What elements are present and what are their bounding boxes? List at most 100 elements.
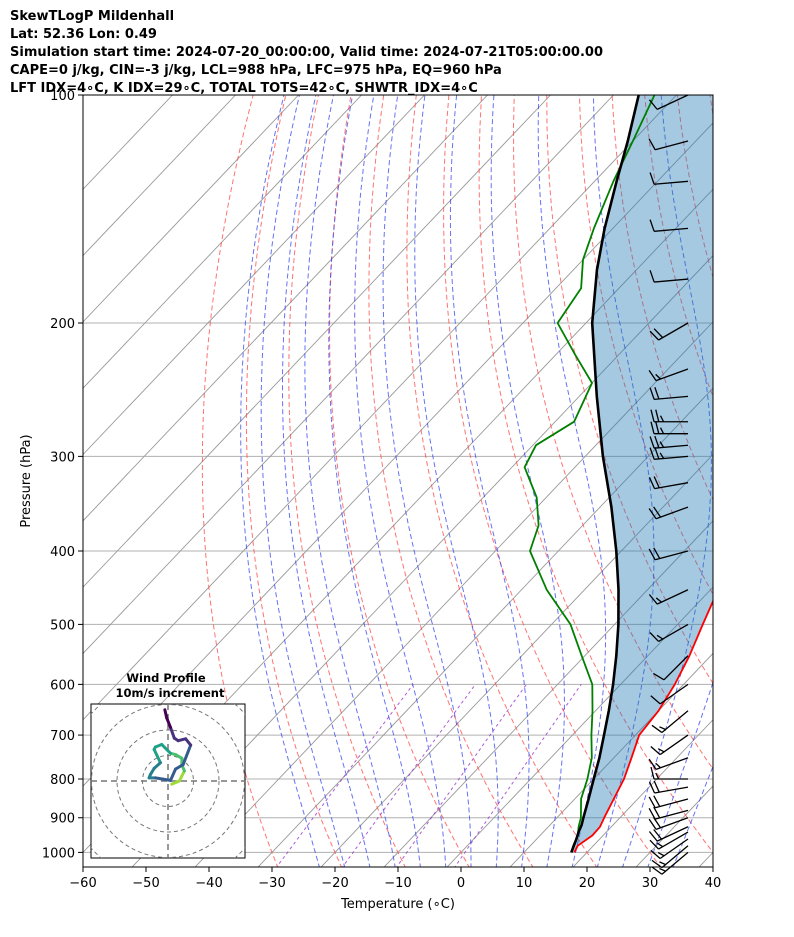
y-tick-label: 300 <box>50 450 75 465</box>
wind-barb-flag <box>653 547 661 559</box>
moist-adiabat <box>592 95 655 867</box>
dry-adiabat <box>743 95 794 868</box>
stability-indices-text: CAPE=0 j/kg, CIN=-3 j/kg, LCL=988 hPa, L… <box>10 63 502 78</box>
wind-barb <box>649 447 689 460</box>
wind-barb <box>648 138 689 151</box>
wind-barb-flag <box>654 447 660 460</box>
y-tick-label: 600 <box>50 678 75 693</box>
wind-barb-flag <box>653 795 661 807</box>
mixing-ratio-line <box>276 684 414 867</box>
wind-barb-staff <box>656 826 689 842</box>
wind-barb <box>650 734 689 756</box>
hodograph-segment <box>169 767 178 782</box>
moist-adiabat <box>622 95 712 867</box>
moist-adiabat <box>647 680 713 867</box>
wind-barb-staff <box>654 227 689 232</box>
wind-barb <box>649 623 689 642</box>
dry-adiabat <box>478 95 713 854</box>
wind-barb-staff <box>654 550 689 561</box>
wind-barb <box>651 845 689 869</box>
wind-barb <box>650 409 688 423</box>
hodograph-segment <box>160 742 173 755</box>
wind-barb-flag <box>656 634 664 640</box>
y-tick-label: 900 <box>50 812 75 827</box>
dry-adiabat <box>201 95 279 867</box>
wind-barb-staff <box>654 786 689 794</box>
wind-barb-flag <box>648 548 656 561</box>
wind-barb-staff <box>654 482 689 490</box>
wind-barb-flag <box>650 766 655 780</box>
wind-barb-staff <box>659 838 689 860</box>
moist-adiabat <box>328 95 421 867</box>
dry-adiabat <box>546 95 713 685</box>
wind-barb-flag <box>648 831 658 842</box>
hodograph-segment <box>163 708 169 720</box>
wind-barb-flag <box>653 829 663 840</box>
isotherm <box>83 95 425 456</box>
wind-barb-flag <box>655 772 660 780</box>
y-tick-label: 200 <box>50 317 75 332</box>
wind-barb-staff <box>656 589 689 605</box>
wind-barb-flag <box>648 99 658 110</box>
cape-fill <box>571 95 713 853</box>
moist-adiabat <box>449 95 530 867</box>
wind-barb-flag <box>657 748 665 753</box>
moist-adiabat <box>382 95 472 867</box>
wind-barb-flag <box>656 842 664 848</box>
wind-barb-flag <box>648 138 656 151</box>
isotherm <box>446 586 713 867</box>
x-tick-label: 20 <box>579 876 596 891</box>
wind-barb-flag <box>657 851 665 857</box>
wind-barbs <box>648 94 689 875</box>
wind-profile-inset: Wind Profile 10m/s increment <box>90 671 246 859</box>
wind-barb-flag <box>649 387 655 400</box>
wind-barb-flag <box>648 796 656 809</box>
wind-barb-flag <box>655 762 661 769</box>
y-tick-label: 500 <box>50 618 75 633</box>
hodograph-segment <box>165 716 173 729</box>
isotherm <box>83 95 362 389</box>
wind-barb-flag <box>654 435 660 448</box>
isotherm <box>383 520 713 867</box>
isotherm <box>131 254 713 867</box>
wind-barb-flag <box>659 441 665 448</box>
wind-barb-staff <box>661 710 689 734</box>
hodograph-segment <box>177 769 186 783</box>
wind-barb <box>648 506 689 520</box>
wind-barb-staff <box>659 734 689 756</box>
wind-barb-flag <box>653 328 664 339</box>
mixing-ratio-line <box>454 684 582 867</box>
cape-area <box>571 95 713 853</box>
y-axis-label: Pressure (hPa) <box>19 434 34 527</box>
axes: −60 −50 −40 −30 −20 −10 0 10 20 30 40 1000 900 800 700… <box>42 89 721 891</box>
wind-barb-staff <box>658 322 689 341</box>
wind-barb-flag <box>648 369 657 381</box>
wind-barb <box>649 831 689 850</box>
wind-barb-staff <box>661 845 689 869</box>
wind-barb-flag <box>654 387 660 400</box>
wind-barb-flag <box>659 415 665 423</box>
wind-barb-flag <box>651 866 663 875</box>
wind-barb <box>648 826 689 842</box>
hodograph-segment <box>169 725 176 740</box>
wind-barb-staff <box>658 831 689 850</box>
x-tick-label: 40 <box>705 876 722 891</box>
wind-barb-staff <box>655 506 689 520</box>
wind-barb-flag <box>650 849 661 859</box>
isotherm <box>83 95 614 655</box>
wind-barb-staff <box>654 798 689 809</box>
wind-barb-flag <box>649 436 655 449</box>
lifted-index-text: LFT IDX=4∘C, K IDX=29∘C, TOTAL TOTS=42∘C… <box>10 81 478 96</box>
x-tick-label: −30 <box>258 876 285 891</box>
wind-barb-flag <box>653 672 665 681</box>
x-tick-label: −40 <box>195 876 222 891</box>
isotherm <box>320 453 713 867</box>
wind-barb-flag <box>648 594 658 605</box>
wind-barb-staff <box>655 368 689 382</box>
isotherm <box>83 95 299 323</box>
chart-title: SkewTLogP Mildenhall <box>10 9 175 24</box>
temperature-line <box>573 599 713 853</box>
wind-barb-flag <box>648 477 656 489</box>
x-axis-label: Temperature (∘C) <box>340 897 455 912</box>
wind-barb-staff <box>658 623 689 642</box>
